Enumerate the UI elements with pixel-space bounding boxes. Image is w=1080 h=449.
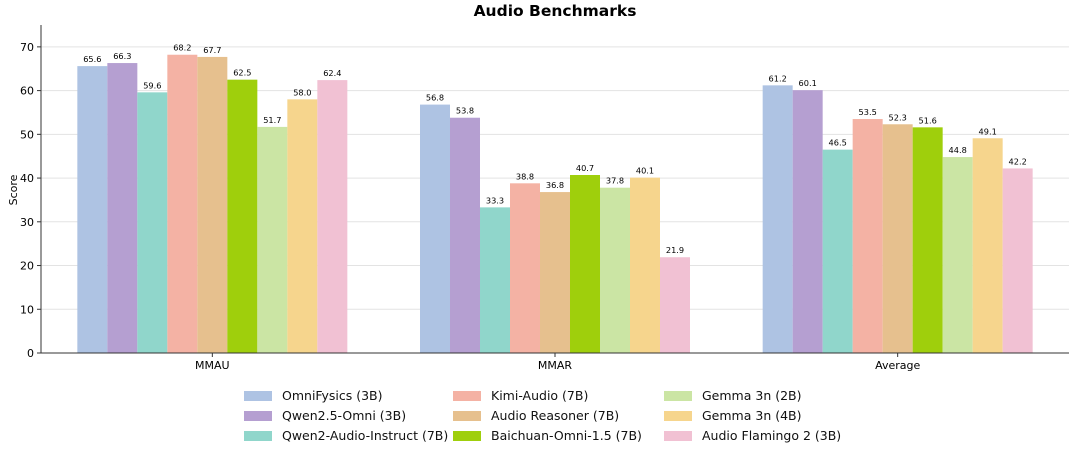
bar [77, 66, 108, 353]
bar-value-label: 36.8 [546, 180, 564, 190]
bar [852, 119, 883, 353]
legend-swatch [664, 410, 692, 421]
bar [167, 54, 198, 353]
bar [287, 99, 318, 353]
bar [762, 85, 793, 354]
bar-value-label: 46.5 [829, 138, 847, 148]
bar [107, 63, 138, 353]
legend: OmniFysics (3B) Qwen2.5-Omni (3B) Qwen2-Au… [244, 386, 884, 446]
y-tick-label: 50 [20, 128, 34, 141]
bar-value-label: 42.2 [1009, 156, 1027, 166]
x-tick-label: MMAU [195, 359, 230, 372]
bar-value-label: 59.6 [143, 80, 161, 90]
bar [227, 79, 258, 354]
bar [480, 207, 510, 353]
y-tick-label: 10 [20, 303, 34, 316]
data-labels: 65.6 66.3 59.6 68.2 67.7 62.5 51.7 58.0 62.4 56.8… [83, 43, 1027, 255]
bar-value-label: 40.1 [636, 166, 654, 176]
y-tick-label: 60 [20, 85, 34, 98]
y-tick-label: 0 [27, 347, 34, 360]
legend-label: Qwen2.5-Omni (3B) [282, 408, 407, 423]
legend-label: Audio Reasoner (7B) [491, 408, 620, 423]
legend-label: Kimi-Audio (7B) [491, 388, 589, 403]
y-axis-label: Score [7, 174, 20, 205]
y-tick-label: 70 [20, 41, 34, 54]
bar-value-label: 51.6 [919, 115, 937, 125]
bar-value-label: 40.7 [576, 163, 594, 173]
bar-value-label: 52.3 [889, 112, 907, 122]
bars [77, 54, 1033, 354]
legend-swatch [664, 430, 692, 441]
bar [317, 80, 348, 353]
legend-item: Gemma 3n (4B) [664, 408, 802, 423]
bar [540, 192, 570, 353]
bar-value-label: 37.8 [606, 176, 624, 186]
bar-value-label: 51.7 [263, 115, 281, 125]
legend-label: Qwen2-Audio-Instruct (7B) [282, 428, 449, 443]
legend-item: Gemma 3n (2B) [664, 388, 802, 403]
legend-swatch [453, 390, 481, 401]
y-tick-label: 20 [20, 260, 34, 273]
bar [570, 175, 600, 353]
chart-title: Audio Benchmarks [474, 2, 637, 20]
bar-value-label: 60.1 [799, 78, 817, 88]
legend-item: Kimi-Audio (7B) [453, 388, 588, 403]
legend-item: Baichuan-Omni-1.5 (7B) [453, 428, 642, 443]
legend-label: Gemma 3n (4B) [702, 408, 802, 423]
bar [1002, 168, 1033, 353]
legend-item: Qwen2-Audio-Instruct (7B) [244, 428, 448, 443]
bar [510, 183, 540, 353]
bar-value-label: 67.7 [203, 45, 221, 55]
bar [257, 126, 288, 353]
bar [942, 157, 973, 353]
bar-value-label: 68.2 [173, 43, 191, 53]
legend-swatch [453, 430, 481, 441]
bar [882, 124, 913, 354]
bar [792, 90, 823, 354]
bar-value-label: 38.8 [516, 171, 534, 181]
bar-value-label: 56.8 [426, 93, 444, 103]
bar-value-label: 53.5 [859, 107, 877, 117]
legend-label: Baichuan-Omni-1.5 (7B) [491, 428, 642, 443]
bar [137, 92, 168, 353]
x-tick-label: MMAR [538, 359, 573, 372]
bar [420, 104, 450, 353]
bar [912, 127, 943, 353]
x-tick-label: Average [875, 359, 920, 372]
bar-value-label: 33.3 [486, 195, 504, 205]
bar-value-label: 58.0 [293, 87, 311, 97]
bar [630, 177, 660, 353]
bar-value-label: 62.4 [323, 68, 341, 78]
legend-swatch [244, 410, 272, 421]
legend-label: Audio Flamingo 2 (3B) [702, 428, 842, 443]
bar [660, 257, 690, 353]
legend-swatch [244, 430, 272, 441]
legend-swatch [664, 390, 692, 401]
y-tick-label: 40 [20, 172, 34, 185]
legend-label: Gemma 3n (2B) [702, 388, 802, 403]
bar-value-label: 53.8 [456, 106, 474, 116]
bar-value-label: 49.1 [979, 126, 997, 136]
bar-value-label: 65.6 [83, 54, 101, 64]
legend-item: Audio Flamingo 2 (3B) [664, 428, 841, 443]
bar [972, 138, 1003, 353]
bar-value-label: 62.5 [233, 68, 251, 78]
bar [822, 149, 853, 353]
bar-value-label: 21.9 [666, 245, 684, 255]
bar-value-label: 44.8 [949, 145, 967, 155]
legend-swatch [453, 410, 481, 421]
legend-swatch [244, 390, 272, 401]
bar-value-label: 61.2 [769, 73, 787, 83]
legend-item: OmniFysics (3B) [244, 388, 382, 403]
y-tick-label: 30 [20, 216, 34, 229]
bar [450, 117, 480, 354]
legend-item: Qwen2.5-Omni (3B) [244, 408, 406, 423]
legend-item: Audio Reasoner (7B) [453, 408, 619, 423]
legend-label: OmniFysics (3B) [282, 388, 383, 403]
axes: 0 10 20 30 40 50 60 70 MMAU MMAR Average [20, 25, 1069, 372]
bar [197, 56, 228, 354]
bar [600, 187, 630, 353]
bar-value-label: 66.3 [113, 51, 131, 61]
